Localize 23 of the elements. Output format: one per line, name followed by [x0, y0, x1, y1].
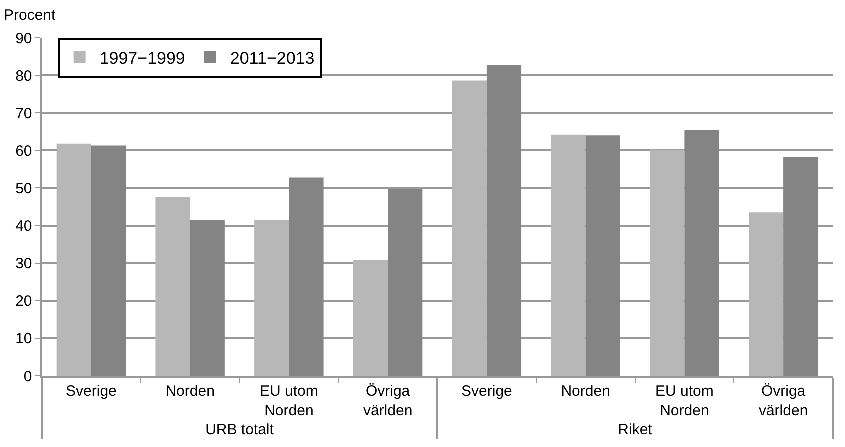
text: URB totalt: [206, 421, 275, 438]
y-tick-label: 10: [16, 330, 32, 348]
y-tick-label: 70: [16, 105, 32, 122]
y-tick-label: 20: [16, 293, 32, 310]
y-tick-label: 40: [16, 218, 32, 236]
x-tick-label: Sverige: [462, 382, 512, 400]
x-tick-label: Norden: [561, 382, 610, 400]
y-tick-label: 80: [16, 68, 32, 85]
x-tick-label: Övriga världen: [758, 382, 808, 420]
x-tick-label: Norden: [166, 382, 215, 400]
y-tick-label: 60: [16, 142, 32, 160]
legend-label: 1997−1999: [100, 49, 186, 68]
x-tick-label: Sverige: [66, 382, 117, 400]
y-tick-label: 50: [16, 180, 32, 198]
y-tick-label: 90: [16, 30, 32, 48]
text: Riket: [618, 421, 654, 438]
y-axis-title: Procent: [4, 7, 57, 24]
x-tick-label: EU utom Norden: [656, 382, 714, 420]
legend-label: 2011−2013: [230, 49, 315, 68]
x-tick-label: EU utom Norden: [260, 382, 318, 420]
y-tick-label: 30: [16, 256, 32, 273]
y-tick-label: 0: [24, 368, 32, 386]
x-tick-label: Övriga världen: [363, 382, 413, 420]
